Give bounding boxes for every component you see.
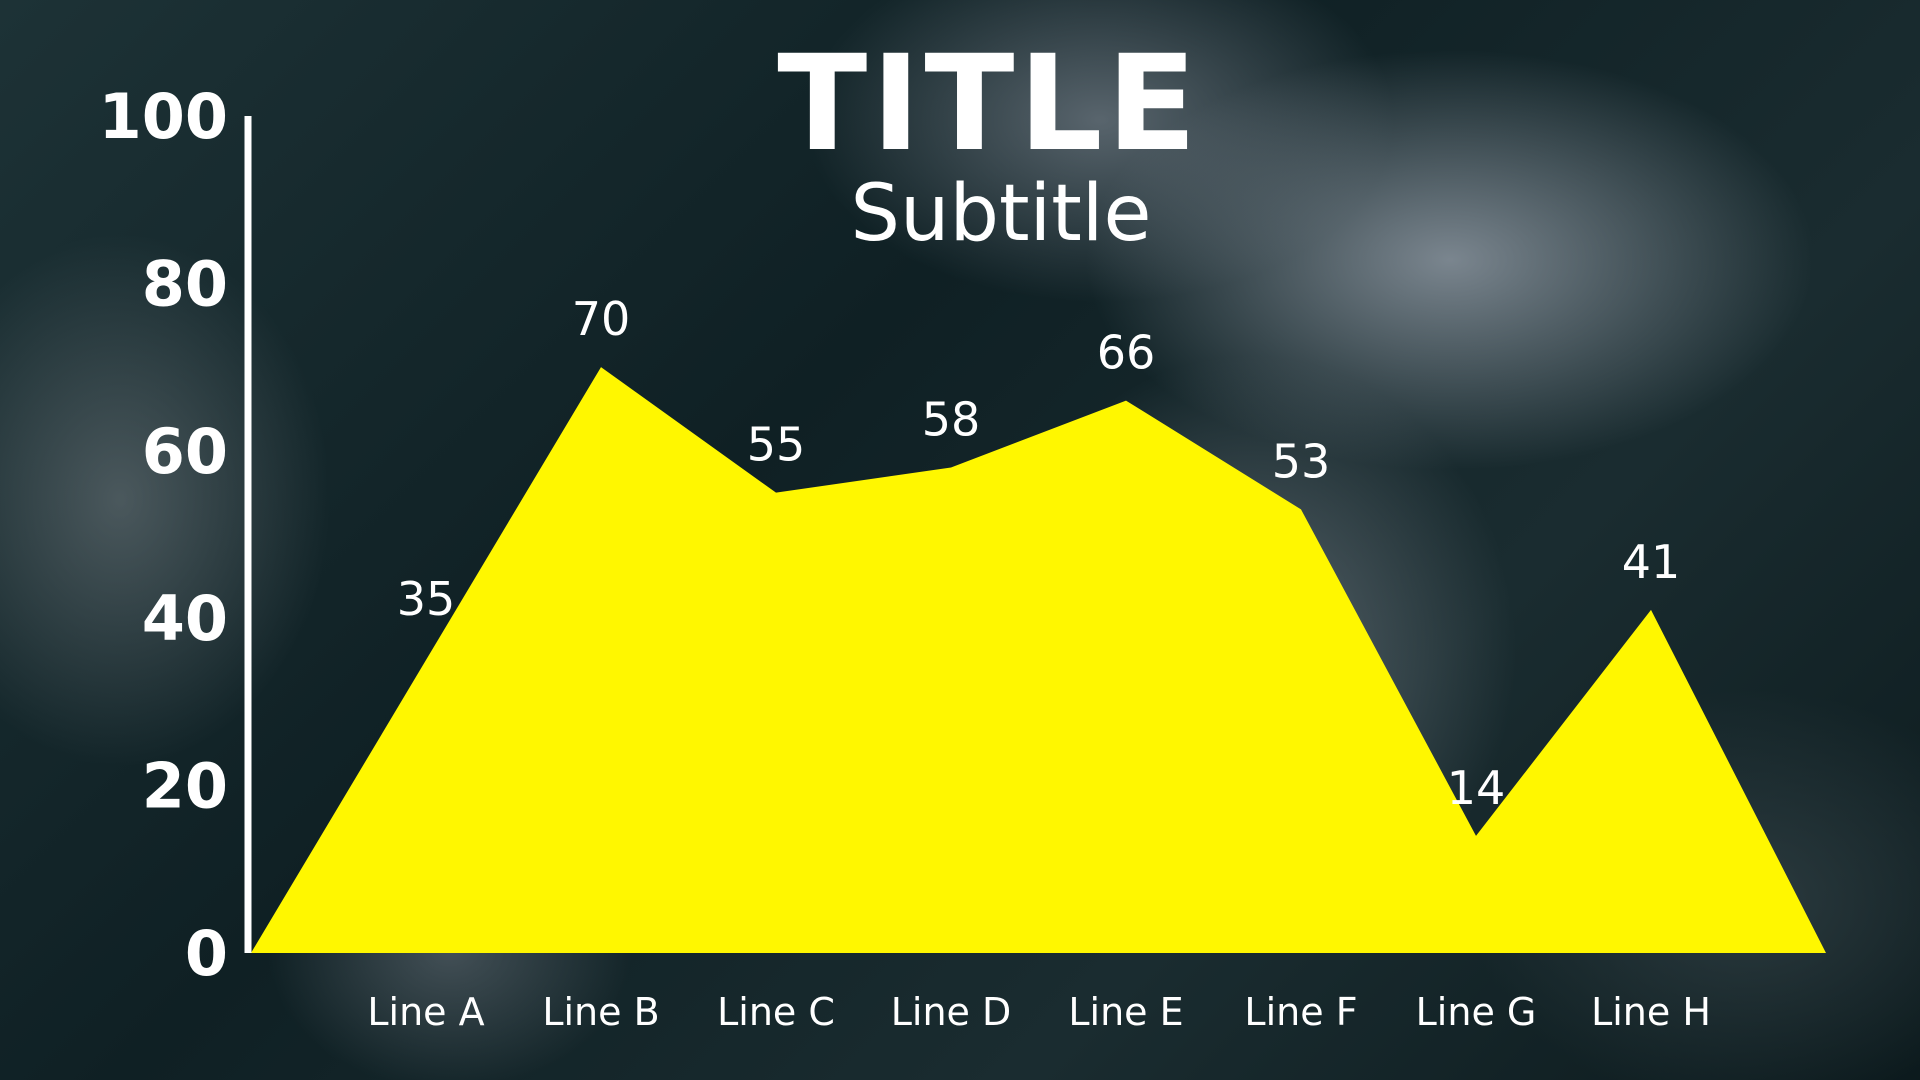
x-tick-label: Line A bbox=[367, 990, 484, 1034]
x-tick-label: Line H bbox=[1591, 990, 1711, 1034]
data-label: 58 bbox=[922, 393, 981, 447]
y-tick-label: 40 bbox=[142, 582, 228, 655]
y-tick-label: 100 bbox=[99, 80, 228, 153]
chart-subtitle: Subtitle bbox=[850, 169, 1152, 259]
x-tick-label: Line C bbox=[717, 990, 835, 1034]
x-tick-label: Line B bbox=[542, 990, 659, 1034]
y-tick-label: 80 bbox=[142, 247, 228, 320]
data-label: 41 bbox=[1622, 535, 1681, 589]
y-tick-label: 20 bbox=[142, 750, 228, 823]
x-tick-label: Line G bbox=[1416, 990, 1537, 1034]
y-tick-label: 60 bbox=[142, 415, 228, 488]
data-label: 53 bbox=[1272, 434, 1331, 488]
area-series bbox=[251, 367, 1826, 954]
data-label: 55 bbox=[747, 418, 806, 472]
x-tick-label: Line F bbox=[1244, 990, 1357, 1034]
y-tick-label: 0 bbox=[185, 917, 228, 990]
x-tick-label: Line D bbox=[891, 990, 1012, 1034]
data-label: 14 bbox=[1447, 761, 1506, 815]
chart-title: TITLE bbox=[777, 27, 1201, 181]
x-tick-label: Line E bbox=[1068, 990, 1183, 1034]
data-label: 70 bbox=[572, 292, 631, 346]
data-label: 66 bbox=[1097, 326, 1156, 380]
data-label: 35 bbox=[397, 572, 456, 626]
